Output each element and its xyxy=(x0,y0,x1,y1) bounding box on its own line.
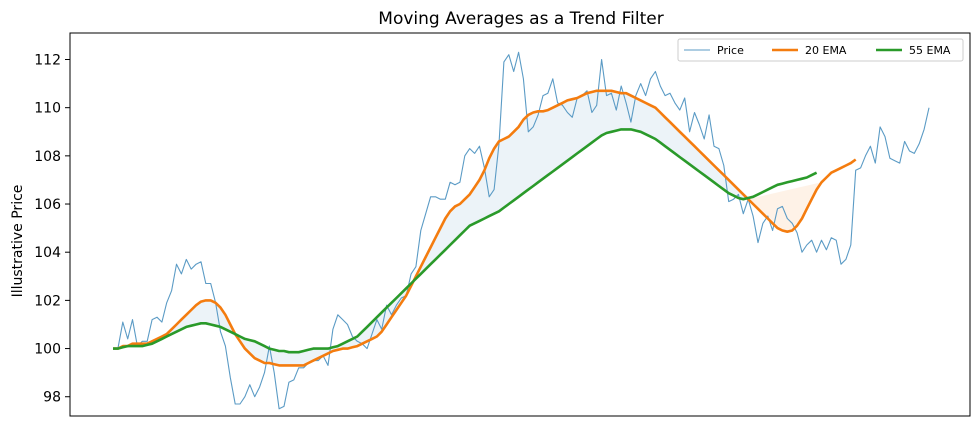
legend: Price 20 EMA 55 EMA xyxy=(677,38,964,62)
legend-item-price: Price xyxy=(684,44,744,57)
legend-label-20-ema: 20 EMA xyxy=(805,44,847,57)
y-tick-label: 102 xyxy=(34,293,61,309)
legend-label-price: Price xyxy=(717,44,744,57)
legend-label-55-ema: 55 EMA xyxy=(909,44,951,57)
chart-title: Moving Averages as a Trend Filter xyxy=(378,9,663,29)
line-layer xyxy=(113,51,930,410)
plot-frame xyxy=(69,32,971,417)
y-tick-label: 110 xyxy=(34,101,61,117)
y-tick-label: 108 xyxy=(34,149,61,165)
y-tick-label: 112 xyxy=(34,52,61,68)
ema-20-line xyxy=(113,89,857,367)
bearish-fill-region xyxy=(748,182,822,232)
y-tick-label: 106 xyxy=(34,197,61,213)
plot-area: 98 100 102 104 106 108 110 112 xyxy=(34,32,971,417)
y-tick-label: 104 xyxy=(34,245,61,261)
bullish-fill-region xyxy=(113,276,416,366)
y-tick-label: 98 xyxy=(43,390,61,406)
y-axis: 98 100 102 104 106 108 110 112 xyxy=(34,52,70,406)
y-axis-label: Illustrative Price xyxy=(10,185,26,298)
ema-55-line xyxy=(113,128,818,354)
legend-item-55-ema: 55 EMA xyxy=(876,44,951,57)
price-line xyxy=(113,51,930,410)
legend-item-20-ema: 20 EMA xyxy=(772,44,847,57)
y-tick-label: 100 xyxy=(34,342,61,358)
bullish-fill-region xyxy=(415,90,749,279)
legend-box xyxy=(677,38,964,62)
fill-layer xyxy=(113,90,856,366)
